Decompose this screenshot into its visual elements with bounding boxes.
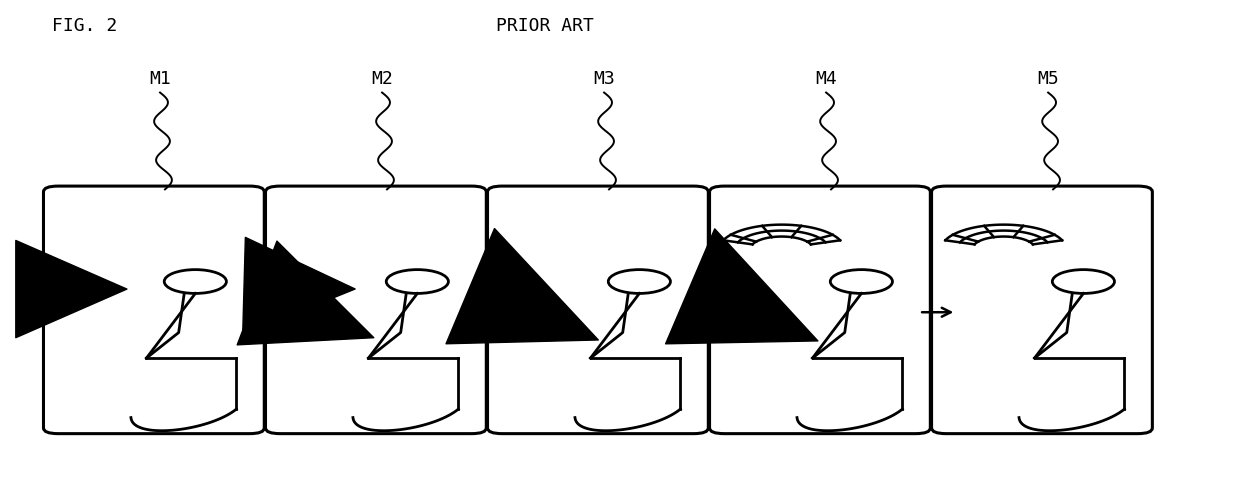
FancyBboxPatch shape [932, 186, 1152, 434]
Circle shape [608, 270, 670, 293]
Circle shape [165, 270, 227, 293]
Circle shape [387, 270, 449, 293]
FancyBboxPatch shape [43, 186, 264, 434]
Text: M1: M1 [149, 70, 171, 88]
Text: M3: M3 [593, 70, 615, 88]
FancyBboxPatch shape [710, 186, 930, 434]
FancyBboxPatch shape [487, 186, 709, 434]
Circle shape [1052, 270, 1115, 293]
FancyBboxPatch shape [265, 186, 486, 434]
Text: M5: M5 [1037, 70, 1059, 88]
Text: M2: M2 [372, 70, 393, 88]
Circle shape [830, 270, 892, 293]
Text: FIG. 2: FIG. 2 [52, 17, 118, 35]
Text: M4: M4 [815, 70, 838, 88]
Text: PRIOR ART: PRIOR ART [496, 17, 593, 35]
